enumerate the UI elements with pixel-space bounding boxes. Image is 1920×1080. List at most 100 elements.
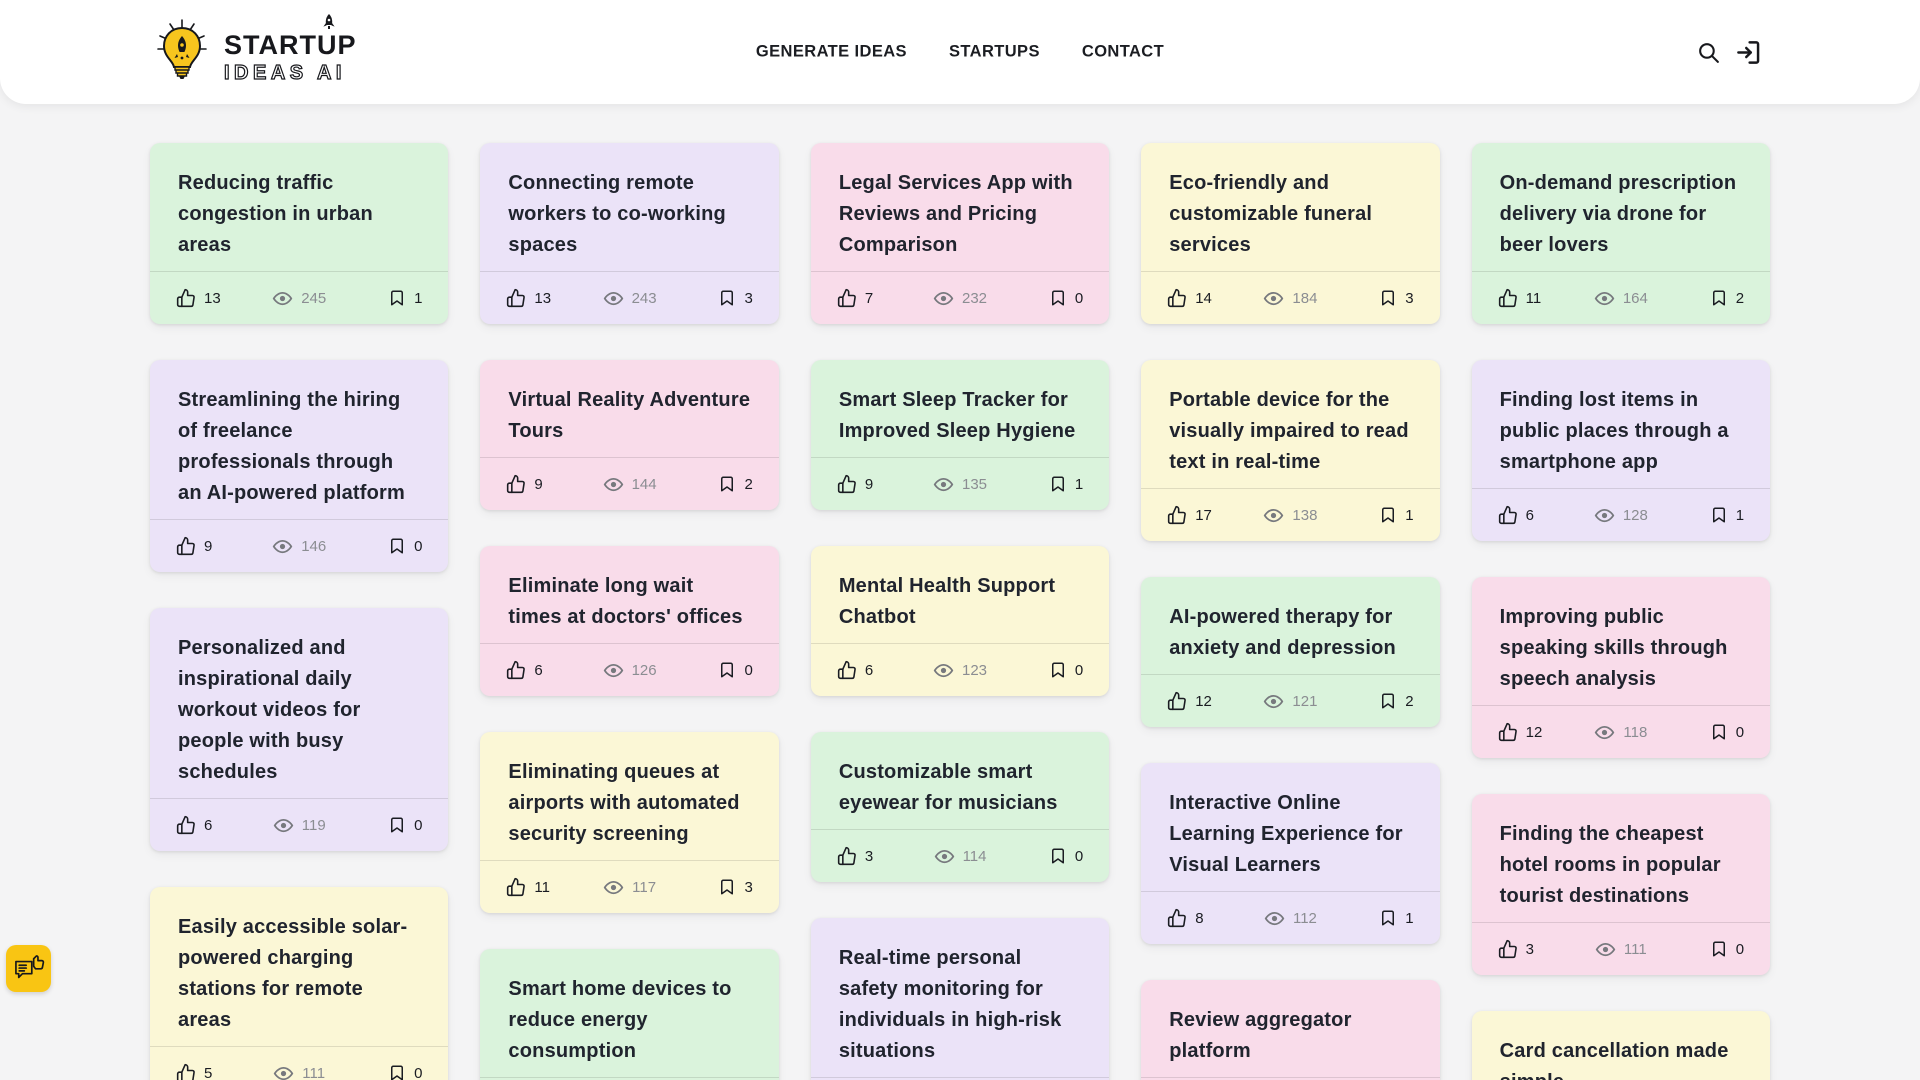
bookmark-button[interactable]: 0 bbox=[671, 661, 753, 679]
like-button[interactable]: 12 bbox=[1498, 722, 1580, 742]
like-button[interactable]: 17 bbox=[1167, 505, 1249, 525]
idea-stats: 12 118 0 bbox=[1471, 705, 1771, 758]
view-count-value: 112 bbox=[1292, 909, 1317, 927]
bookmark-button[interactable]: 1 bbox=[340, 289, 422, 307]
eye-icon bbox=[933, 477, 954, 491]
idea-card[interactable]: On-demand prescription delivery via dron… bbox=[1471, 143, 1771, 324]
idea-card[interactable]: Easily accessible solar-powered charging… bbox=[150, 887, 449, 1080]
idea-card[interactable]: Personalized and inspirational daily wor… bbox=[150, 608, 449, 851]
idea-card[interactable]: Real-time personal safety monitoring for… bbox=[810, 918, 1110, 1080]
idea-card[interactable]: AI-powered therapy for anxiety and depre… bbox=[1141, 577, 1440, 727]
like-button[interactable]: 9 bbox=[176, 536, 258, 556]
bookmark-button[interactable]: 0 bbox=[340, 537, 422, 555]
idea-card[interactable]: Smart home devices to reduce energy cons… bbox=[480, 949, 779, 1080]
like-button[interactable]: 3 bbox=[1498, 939, 1580, 959]
bookmark-button[interactable]: 0 bbox=[340, 816, 422, 834]
idea-title: Eco-friendly and customizable funeral se… bbox=[1169, 172, 1373, 256]
bookmark-button[interactable]: 3 bbox=[671, 289, 753, 307]
bookmark-button[interactable]: 3 bbox=[1332, 289, 1414, 307]
idea-card[interactable]: Legal Services App with Reviews and Pric… bbox=[810, 143, 1110, 324]
feedback-button[interactable] bbox=[6, 945, 51, 992]
idea-card[interactable]: Review aggregator platform 5 108 bbox=[1141, 980, 1440, 1080]
bookmark-button[interactable]: 0 bbox=[1662, 723, 1744, 741]
idea-card[interactable]: Smart Sleep Tracker for Improved Sleep H… bbox=[810, 360, 1110, 510]
nav-generate-ideas[interactable]: GENERATE IDEAS bbox=[755, 42, 907, 61]
view-count-value: 245 bbox=[301, 289, 327, 307]
bookmark-button[interactable]: 0 bbox=[1662, 940, 1744, 958]
like-button[interactable]: 11 bbox=[506, 877, 588, 897]
like-button[interactable]: 5 bbox=[176, 1063, 258, 1080]
like-button[interactable]: 13 bbox=[506, 288, 588, 308]
idea-card[interactable]: Improving public speaking skills through… bbox=[1471, 577, 1771, 758]
eye-icon bbox=[1264, 508, 1284, 522]
bookmark-count: 0 bbox=[414, 537, 423, 555]
eye-icon bbox=[1264, 694, 1284, 708]
bookmark-button[interactable]: 0 bbox=[340, 1064, 422, 1080]
like-button[interactable]: 6 bbox=[1498, 505, 1580, 525]
bookmark-button[interactable]: 2 bbox=[1662, 289, 1744, 307]
idea-card[interactable]: Portable device for the visually impaire… bbox=[1141, 360, 1440, 541]
idea-card[interactable]: Customizable smart eyewear for musicians… bbox=[810, 732, 1110, 882]
nav-contact[interactable]: CONTACT bbox=[1081, 42, 1165, 61]
bookmark-button[interactable]: 1 bbox=[1662, 506, 1744, 524]
like-button[interactable]: 14 bbox=[1167, 288, 1249, 308]
idea-card[interactable]: Connecting remote workers to co-working … bbox=[480, 143, 779, 324]
eye-icon bbox=[273, 818, 294, 832]
bookmark-button[interactable]: 1 bbox=[1332, 909, 1414, 927]
idea-card[interactable]: Interactive Online Learning Experience f… bbox=[1141, 763, 1440, 944]
idea-card[interactable]: Virtual Reality Adventure Tours 9 144 bbox=[480, 360, 779, 510]
like-button[interactable]: 6 bbox=[506, 660, 588, 680]
bookmark-button[interactable]: 1 bbox=[1332, 506, 1414, 524]
like-button[interactable]: 3 bbox=[837, 846, 919, 866]
like-button[interactable]: 6 bbox=[837, 660, 919, 680]
like-button[interactable]: 9 bbox=[837, 474, 919, 494]
like-button[interactable]: 6 bbox=[176, 815, 258, 835]
logo-title: STARTUP bbox=[224, 29, 357, 60]
idea-card[interactable]: Eco-friendly and customizable funeral se… bbox=[1141, 143, 1440, 324]
idea-card[interactable]: Eliminate long wait times at doctors' of… bbox=[480, 546, 779, 696]
idea-card[interactable]: Finding lost items in public places thro… bbox=[1471, 360, 1771, 541]
like-button[interactable]: 9 bbox=[506, 474, 588, 494]
idea-card[interactable]: Card cancellation made simple 6 105 bbox=[1471, 1011, 1771, 1080]
like-button[interactable]: 7 bbox=[837, 288, 919, 308]
nav-startups[interactable]: STARTUPS bbox=[948, 42, 1040, 61]
like-count: 13 bbox=[534, 289, 552, 307]
bookmark-icon bbox=[391, 1065, 404, 1080]
logo[interactable]: STARTUP IDEAS AI bbox=[150, 13, 357, 89]
bookmark-button[interactable]: 2 bbox=[671, 475, 753, 493]
idea-card[interactable]: Eliminating queues at airports with auto… bbox=[480, 732, 779, 913]
like-button[interactable]: 11 bbox=[1498, 288, 1580, 308]
bookmark-icon bbox=[721, 476, 734, 492]
like-count: 17 bbox=[1195, 506, 1212, 524]
idea-stats: 5 111 0 bbox=[150, 1046, 449, 1080]
bookmark-count: 0 bbox=[414, 816, 423, 834]
idea-card[interactable]: Reducing traffic congestion in urban are… bbox=[150, 143, 449, 324]
logo-rocket-icon bbox=[322, 13, 336, 36]
bookmark-button[interactable]: 0 bbox=[1001, 289, 1083, 307]
login-icon[interactable] bbox=[1735, 39, 1762, 66]
eye-icon bbox=[1595, 725, 1615, 739]
bookmark-button[interactable]: 0 bbox=[1001, 847, 1083, 865]
idea-title: Portable device for the visually impaire… bbox=[1169, 389, 1409, 473]
like-button[interactable]: 13 bbox=[176, 288, 258, 308]
card-column: Reducing traffic congestion in urban are… bbox=[150, 143, 449, 1080]
eye-icon bbox=[603, 880, 624, 894]
like-count: 13 bbox=[204, 289, 221, 307]
bookmark-button[interactable]: 2 bbox=[1332, 692, 1414, 710]
like-button[interactable]: 12 bbox=[1167, 691, 1249, 711]
search-icon[interactable] bbox=[1696, 40, 1721, 65]
idea-card[interactable]: Finding the cheapest hotel rooms in popu… bbox=[1471, 794, 1771, 975]
idea-card[interactable]: Mental Health Support Chatbot 6 123 bbox=[810, 546, 1110, 696]
idea-stats: 11 164 2 bbox=[1471, 271, 1771, 324]
thumbs-up-icon bbox=[176, 536, 195, 556]
bookmark-button[interactable]: 0 bbox=[1001, 661, 1083, 679]
like-count: 11 bbox=[534, 878, 550, 896]
idea-card[interactable]: Streamlining the hiring of freelance pro… bbox=[150, 360, 449, 572]
bookmark-count: 1 bbox=[1405, 506, 1414, 524]
bookmark-button[interactable]: 3 bbox=[671, 878, 753, 896]
idea-stats: 6 126 0 bbox=[480, 643, 779, 696]
idea-title: Improving public speaking skills through… bbox=[1499, 606, 1728, 690]
header: STARTUP IDEAS AI GENERATE IDEAS STARTUPS… bbox=[0, 0, 1920, 104]
like-button[interactable]: 8 bbox=[1167, 908, 1249, 928]
bookmark-button[interactable]: 1 bbox=[1001, 475, 1083, 493]
